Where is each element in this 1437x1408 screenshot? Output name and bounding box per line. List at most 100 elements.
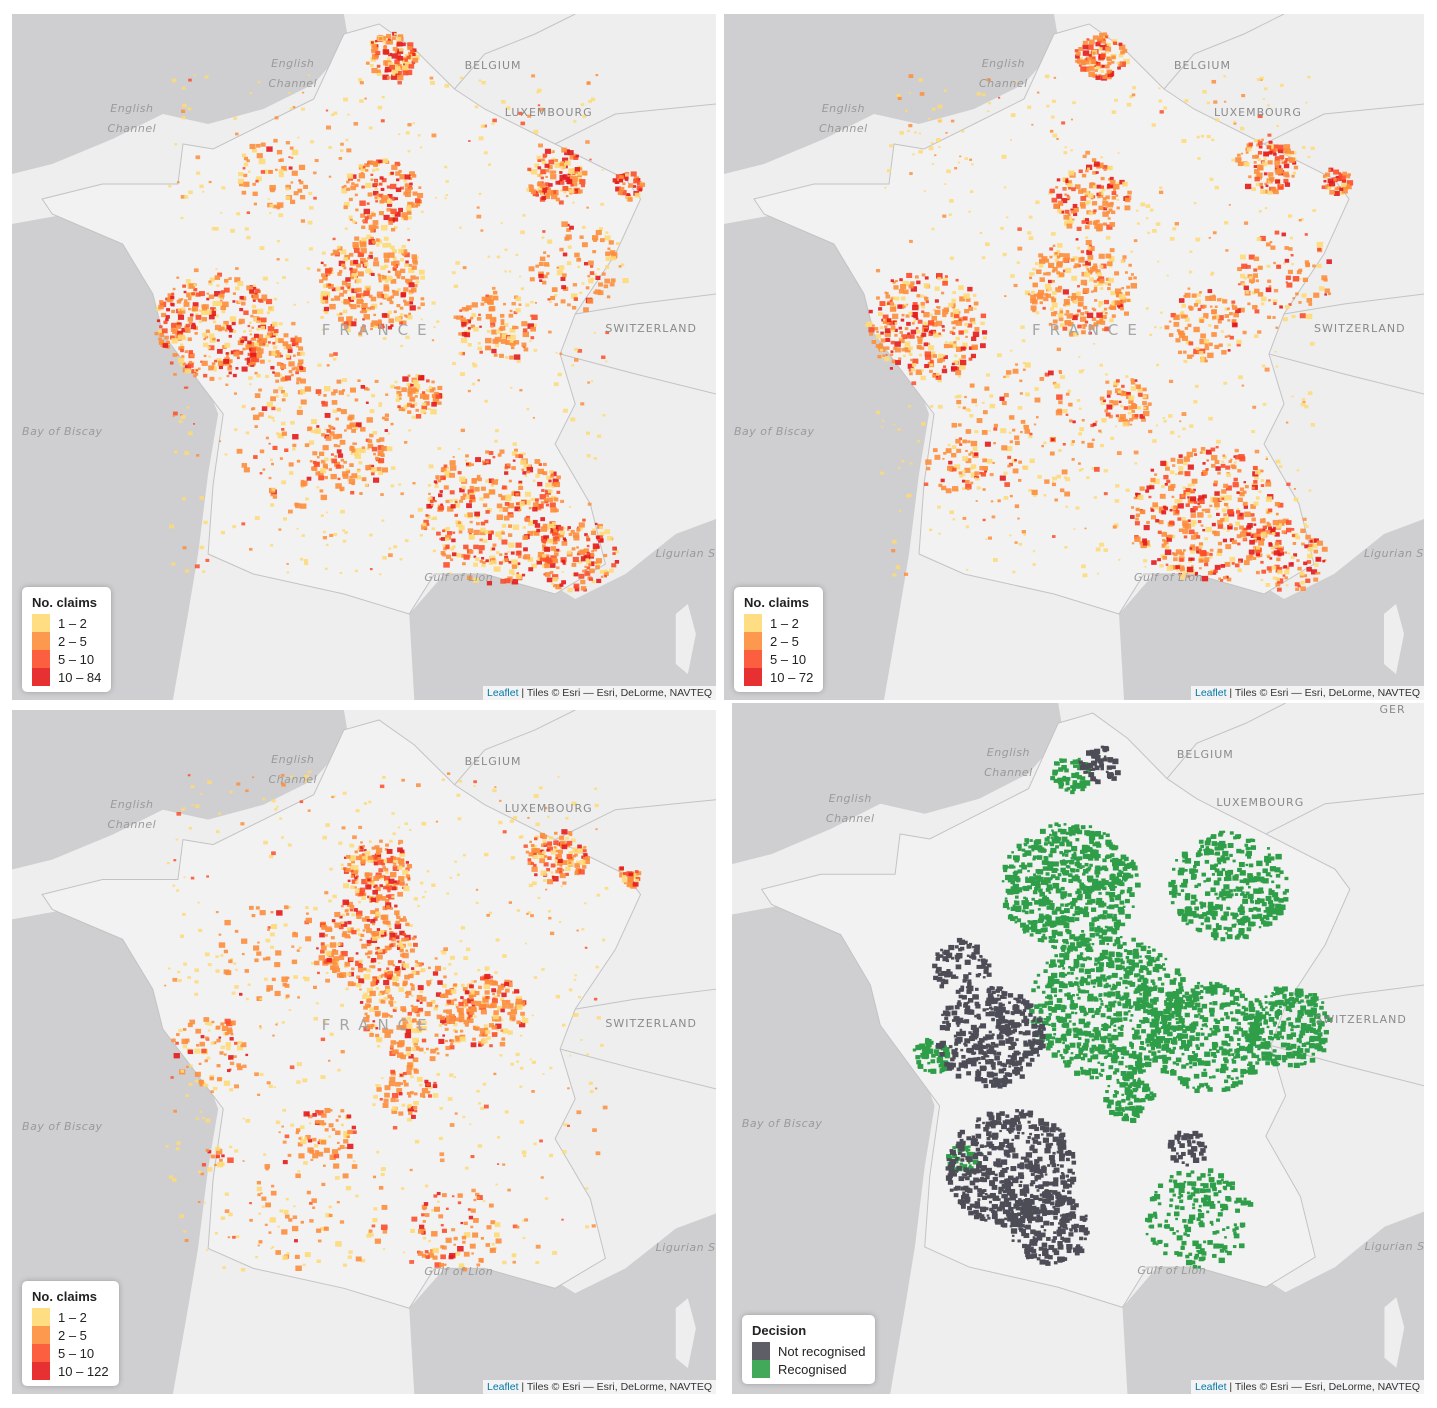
map-label-bay-of-biscay: Bay of Biscay (22, 425, 103, 438)
map-legend: Decision Not recognised Recognised (742, 1315, 876, 1384)
country-borders (1163, 14, 1424, 395)
legend-swatch (752, 1360, 770, 1378)
legend-row: 2 – 5 (32, 1326, 109, 1344)
map-label-bay-of-biscay: Bay of Biscay (734, 425, 815, 438)
map-label-switzerland: SWITZERLAND (1315, 1013, 1407, 1027)
legend-row: 2 – 5 (744, 632, 813, 650)
leaflet-link[interactable]: Leaflet (1194, 1381, 1227, 1393)
corsica-island (1384, 604, 1404, 674)
country-borders (454, 14, 716, 395)
leaflet-link[interactable]: Leaflet (486, 687, 519, 699)
legend-label: 5 – 10 (58, 1345, 95, 1361)
map-legend: No. claims 1 – 2 2 – 5 5 – 10 10 – 122 (22, 1281, 119, 1386)
basemap (12, 14, 716, 700)
legend-swatch (744, 614, 762, 632)
country-borders (454, 710, 716, 1090)
map-label-gulf-of-lion: Gulf of Lion (424, 571, 494, 584)
map-label-switzerland: SWITZERLAND (605, 1017, 697, 1031)
corsica-island (1384, 1297, 1405, 1368)
map-label-switzerland: SWITZERLAND (605, 322, 697, 335)
legend-row: 1 – 2 (32, 1308, 109, 1326)
map-label-belgium: BELGIUM (1176, 748, 1234, 762)
leaflet-link[interactable]: Leaflet (486, 1381, 519, 1393)
map-legend: No. claims 1 – 2 2 – 5 5 – 10 10 – 84 (22, 587, 112, 692)
legend-label: 10 – 72 (770, 669, 814, 685)
legend-swatch (752, 1342, 770, 1360)
legend-title: Decision (752, 1323, 807, 1338)
map-label-france: FRANCE (321, 321, 436, 339)
legend-swatch (32, 614, 50, 632)
legend-swatch (32, 1362, 50, 1380)
map-label-ligurian-sea: Ligurian Se (655, 547, 716, 560)
legend-row: 5 – 10 (32, 650, 101, 668)
tiles-credit: | Tiles © Esri — Esri, DeLorme, NAVTEQ (518, 687, 712, 699)
legend-row: 5 – 10 (32, 1344, 109, 1362)
legend-swatch (32, 650, 50, 668)
map-label-gulf-of-lion: Gulf of Lion (424, 1265, 494, 1279)
map-label-english-channel: English Channel (984, 746, 1033, 780)
north-sea-area (12, 710, 349, 870)
claims-layer (912, 745, 1333, 1269)
map-label-france: FRANCE (321, 1016, 436, 1035)
leaflet-link[interactable]: Leaflet (1194, 687, 1227, 699)
map-label-english-channel-2: English Channel (107, 102, 157, 135)
legend-swatch (744, 668, 762, 686)
legend-swatch (32, 668, 50, 686)
legend-title: No. claims (32, 595, 98, 610)
map-label-ligurian-sea: Ligurian S (1364, 547, 1424, 560)
legend-row: 10 – 72 (744, 668, 813, 686)
map-attribution: Leaflet | Tiles © Esri — Esri, DeLorme, … (1190, 686, 1424, 700)
legend-label: 2 – 5 (58, 1327, 87, 1343)
map-label-english-channel: English Channel (268, 752, 318, 786)
map-label-belgium: BELGIUM (1174, 59, 1231, 72)
legend-label: 2 – 5 (58, 633, 87, 649)
north-sea-area (724, 14, 1059, 174)
map-label-belgium: BELGIUM (464, 59, 522, 72)
north-sea-area (12, 14, 349, 174)
legend-row: 2 – 5 (32, 632, 101, 650)
legend-label: 1 – 2 (770, 615, 799, 631)
claims-map-panel-2[interactable]: English Channel BELGIUM LUXEMBOURG English … (724, 14, 1424, 700)
claims-layer (154, 31, 646, 593)
legend-label: 5 – 10 (58, 651, 95, 667)
legend-label: 1 – 2 (58, 615, 87, 631)
tiles-credit: | Tiles © Esri — Esri, DeLorme, NAVTEQ (1226, 1381, 1420, 1393)
legend-row: Recognised (752, 1360, 865, 1378)
map-label-switzerland: SWITZERLAND (1314, 322, 1406, 335)
legend-row: 1 – 2 (744, 614, 813, 632)
legend-label: 10 – 122 (58, 1363, 109, 1379)
claims-layer (865, 32, 1354, 592)
map-attribution: Leaflet | Tiles © Esri — Esri, DeLorme, … (1190, 1380, 1424, 1394)
map-label-ligurian-sea: Ligurian Sea (1364, 1239, 1424, 1253)
map-label-belgium: BELGIUM (464, 754, 522, 768)
basemap (724, 14, 1424, 700)
legend-label: Recognised (778, 1361, 847, 1377)
legend-swatch (744, 632, 762, 650)
basemap (12, 710, 716, 1394)
legend-title: No. claims (32, 1289, 98, 1304)
legend-row: Not recognised (752, 1342, 865, 1360)
claims-map-panel-1[interactable]: English Channel BELGIUM LUXEMBOURG English … (12, 14, 716, 700)
map-legend: No. claims 1 – 2 2 – 5 5 – 10 10 – 72 (734, 587, 824, 692)
basemap (732, 703, 1424, 1394)
map-label-english-channel: English Channel (979, 57, 1028, 90)
legend-swatch (32, 1308, 50, 1326)
legend-swatch (32, 1326, 50, 1344)
legend-swatch (32, 632, 50, 650)
legend-row: 5 – 10 (744, 650, 813, 668)
map-label-english-channel-2: English Channel (819, 102, 868, 135)
legend-label: 1 – 2 (58, 1309, 87, 1325)
map-label-gulf-of-lion: Gulf of Lion (1134, 571, 1203, 584)
map-label-luxembourg: LUXEMBOURG (504, 106, 593, 119)
legend-row: 1 – 2 (32, 614, 101, 632)
legend-label: 2 – 5 (770, 633, 799, 649)
legend-row: 10 – 84 (32, 668, 101, 686)
legend-label: 5 – 10 (770, 651, 807, 667)
map-attribution: Leaflet | Tiles © Esri — Esri, DeLorme, … (482, 686, 716, 700)
map-label-luxembourg: LUXEMBOURG (1214, 106, 1302, 119)
decision-map-panel[interactable]: English Channel BELGIUM LUXEMBOURG English … (732, 703, 1424, 1394)
corsica-island (675, 1298, 696, 1369)
claims-map-panel-3[interactable]: English Channel BELGIUM LUXEMBOURG English … (12, 710, 716, 1394)
map-label-luxembourg: LUXEMBOURG (1216, 795, 1305, 809)
map-label-gulf-of-lion: Gulf of Lion (1137, 1264, 1207, 1278)
